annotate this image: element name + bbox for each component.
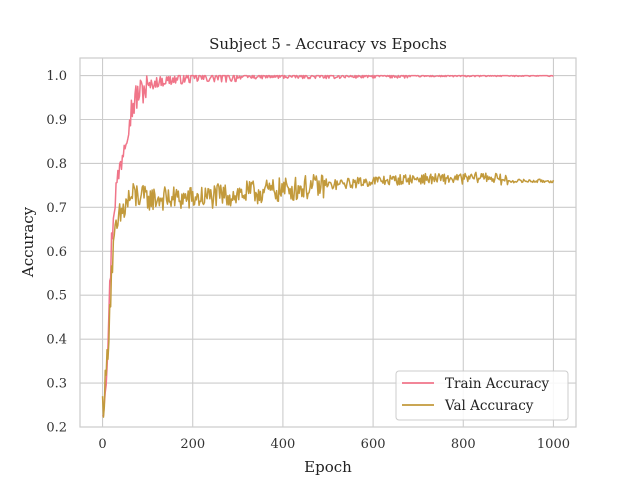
y-tick-label: 0.9 (46, 113, 67, 128)
x-tick-label: 0 (98, 437, 106, 452)
legend-label-val: Val Accuracy (444, 398, 534, 414)
series-line-train (101, 74, 554, 417)
plot-frame (79, 57, 577, 428)
y-tick-label: 0.2 (46, 421, 67, 436)
y-tick-label: 1.0 (46, 69, 67, 84)
x-tick-label: 400 (270, 437, 295, 452)
y-tick-label: 0.6 (46, 245, 67, 260)
series-line-val (101, 171, 555, 418)
x-tick-label: 200 (180, 437, 205, 452)
y-tick-label: 0.3 (46, 377, 67, 392)
legend-label-train: Train Accuracy (445, 376, 549, 392)
y-tick-label: 0.5 (46, 289, 67, 304)
tick-labels: 0 200 400 600 800 1000 0.2 0.3 0.4 0.5 0.6 0.7 0.8 0.… (46, 69, 570, 452)
x-tick-label: 1000 (537, 437, 570, 452)
x-tick-label: 800 (451, 437, 476, 452)
legend-box (395, 370, 569, 421)
x-tick-label: 600 (361, 437, 386, 452)
y-axis-label: Accuracy (19, 206, 37, 278)
x-axis-label: Epoch (304, 458, 352, 476)
chart-title: Subject 5 - Accuracy vs Epochs (209, 35, 447, 53)
legend: Train Accuracy Val Accuracy (395, 370, 569, 421)
series-lines (101, 74, 555, 418)
y-tick-label: 0.8 (46, 157, 67, 172)
y-tick-label: 0.4 (46, 333, 67, 348)
y-tick-label: 0.7 (46, 201, 67, 216)
